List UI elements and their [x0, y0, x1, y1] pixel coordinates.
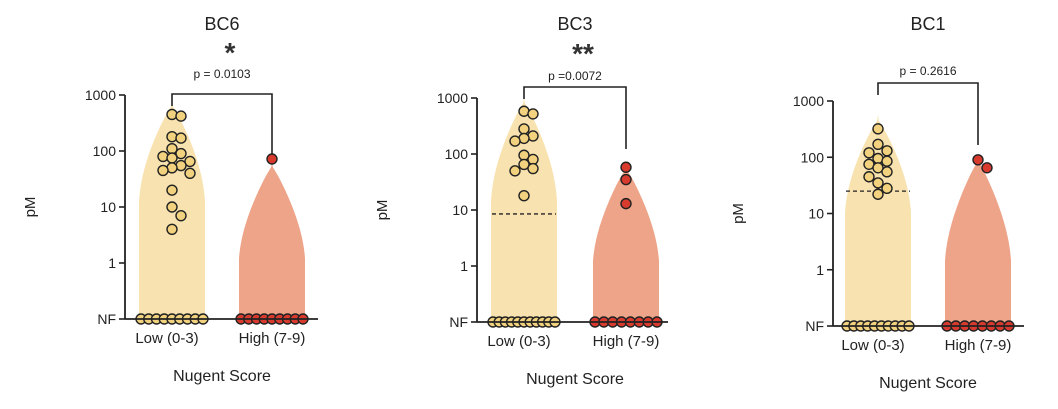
data-point: [981, 162, 993, 174]
data-point: [881, 166, 893, 178]
x-tick-label: High (7-9): [945, 337, 1012, 354]
chart-title: BC3: [557, 14, 592, 34]
data-point: [620, 173, 632, 186]
y-tick-label: 1000: [85, 87, 116, 103]
data-point: [863, 171, 875, 183]
y-tick-label: 1000: [437, 90, 468, 106]
data-point: [509, 135, 521, 147]
y-tick-label: 1: [816, 262, 824, 278]
significance-stars: **: [572, 38, 594, 69]
y-tick-label: NF: [97, 311, 116, 327]
violin-low: [491, 97, 557, 322]
x-axis-label: Nugent Score: [879, 375, 977, 392]
data-point: [175, 147, 187, 160]
y-tick-label: 10: [452, 202, 468, 218]
data-point: [527, 108, 539, 120]
violin-high: [945, 155, 1011, 326]
data-point: [157, 150, 169, 163]
data-point: [620, 161, 632, 173]
significance-bracket: [877, 82, 979, 145]
data-point: [509, 165, 521, 177]
data-point: [184, 167, 196, 179]
chart-bc1: BC1 p = 0.2616 1000 100 10 1 NF pM Low (0-3) High…: [730, 14, 1024, 392]
chart-bc3: BC3 **p =0.0072 1000 100 10 1 NF pM Low (0-3) Hig…: [374, 14, 668, 388]
significance-bracket: [523, 86, 627, 149]
data-point: [166, 201, 178, 213]
data-point: [527, 162, 539, 175]
data-point: [872, 177, 884, 189]
p-value-label: p = 0.0103: [193, 67, 250, 81]
y-tick-label: 100: [93, 143, 117, 159]
data-point: [518, 190, 530, 202]
data-point: [881, 155, 893, 167]
violin-high: [593, 163, 659, 322]
x-tick-label: Low (0-3): [841, 337, 904, 354]
x-tick-label: High (7-9): [593, 333, 660, 350]
significance-bracket: [171, 93, 273, 156]
data-point: [872, 123, 884, 135]
x-tick-label: High (7-9): [239, 330, 306, 347]
x-axis-label: Nugent Score: [173, 368, 271, 385]
y-tick-label: 100: [801, 149, 825, 165]
data-point: [175, 110, 187, 122]
data-point: [518, 158, 530, 171]
data-point: [175, 209, 187, 222]
data-point: [166, 184, 178, 196]
chart-title: BC6: [204, 14, 239, 34]
significance-stars: *: [225, 37, 236, 68]
y-tick-label: NF: [449, 314, 468, 330]
x-axis-label: Nugent Score: [526, 371, 624, 388]
y-tick-label: 1000: [793, 93, 824, 109]
y-tick-label: 1: [108, 255, 116, 271]
y-tick-label: 1: [460, 258, 468, 274]
data-point: [863, 147, 875, 159]
data-point: [266, 153, 278, 165]
data-point: [175, 132, 187, 144]
y-tick-label: 10: [100, 199, 116, 215]
data-point: [872, 188, 884, 200]
data-point: [518, 123, 530, 135]
x-tick-label: Low (0-3): [487, 333, 550, 350]
data-point: [166, 108, 178, 121]
violin-high: [239, 160, 305, 319]
data-point: [620, 197, 632, 210]
y-axis-label: pM: [730, 203, 747, 224]
data-point: [872, 162, 884, 174]
chart-title: BC1: [910, 14, 945, 34]
data-point: [184, 155, 196, 168]
y-tick-label: 100: [445, 146, 469, 162]
y-axis-label: pM: [22, 197, 39, 218]
y-tick-label: 10: [808, 206, 824, 222]
x-tick-label: Low (0-3): [135, 330, 198, 347]
data-point: [166, 223, 178, 235]
data-point: [972, 154, 984, 166]
p-value-label: p =0.0072: [548, 69, 602, 83]
y-axis-label: pM: [374, 200, 391, 221]
p-value-label: p = 0.2616: [899, 64, 956, 78]
data-point: [166, 152, 178, 164]
chart-bc6: BC6 *p = 0.0103 1000 100 10 1 NF pM Low (0-3) Hig…: [22, 14, 318, 385]
y-tick-label: NF: [805, 318, 824, 334]
data-point: [872, 138, 884, 150]
data-point: [881, 182, 893, 195]
data-point: [157, 164, 169, 177]
data-point: [881, 145, 893, 157]
violin-low: [845, 114, 911, 326]
